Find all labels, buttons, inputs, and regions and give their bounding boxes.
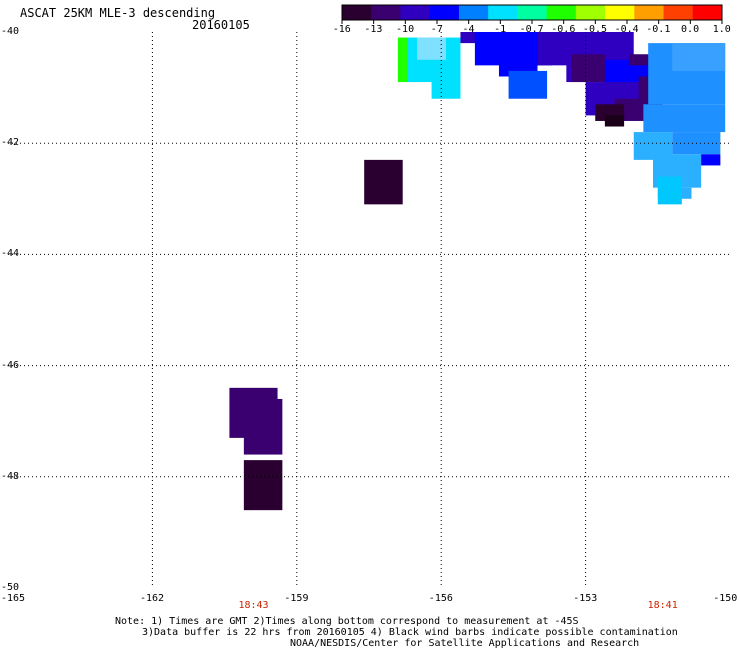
data-cell — [243, 460, 283, 511]
data-cell — [508, 70, 548, 99]
colorbar-segment — [342, 5, 372, 20]
data-cell — [672, 43, 726, 71]
colorbar-segment — [692, 5, 723, 20]
data-cell — [643, 104, 726, 133]
y-tick-label: -42 — [1, 137, 20, 149]
time-label: 18:43 — [238, 600, 269, 611]
colorbar-tick-label: -10 — [396, 24, 415, 35]
data-cell — [571, 54, 605, 83]
colorbar-tick-label: -0.6 — [551, 24, 576, 35]
y-tick-label: -50 — [1, 582, 20, 593]
x-tick-label: -156 — [428, 593, 453, 604]
data-cell — [417, 37, 447, 60]
colorbar-segment — [575, 5, 606, 20]
colorbar-tick-label: 1.0 — [712, 24, 731, 35]
colorbar-segment — [517, 5, 548, 20]
note-line-2: 3)Data buffer is 22 hrs from 20160105 4)… — [142, 627, 678, 638]
colorbar-segment — [546, 5, 577, 20]
chart-title: ASCAT 25KM MLE-3 descending — [20, 6, 216, 20]
colorbar-segment — [400, 5, 431, 20]
colorbar-segment — [634, 5, 665, 20]
colorbar-tick-label: 0.0 — [681, 24, 700, 35]
data-cell — [431, 76, 461, 99]
colorbar-segment — [663, 5, 694, 20]
colorbar-tick-label: -4 — [462, 24, 475, 35]
colorbar-tick-label: -13 — [364, 24, 383, 35]
data-cell — [364, 159, 403, 205]
colorbar-tick-label: -0.7 — [519, 24, 544, 35]
data-cell — [628, 54, 663, 66]
y-tick-label: -40 — [1, 26, 20, 37]
data-cell — [537, 32, 572, 66]
y-tick-label: -44 — [1, 248, 20, 260]
colorbar-tick-label: -16 — [332, 24, 351, 35]
chart-date: 20160105 — [192, 18, 250, 32]
data-cell — [701, 154, 721, 166]
x-tick-label: -162 — [140, 593, 165, 604]
colorbar-segment — [458, 5, 489, 20]
x-tick-label: -153 — [573, 593, 598, 604]
colorbar-segment — [488, 5, 518, 20]
data-cell — [243, 398, 283, 455]
colorbar-tick-label: -0.5 — [582, 24, 608, 35]
x-tick-label: -165 — [1, 593, 26, 604]
colorbar-segment — [429, 5, 460, 20]
y-tick-label: -46 — [1, 359, 20, 371]
x-tick-label: -150 — [713, 593, 738, 604]
colorbar-segment — [605, 5, 635, 20]
note-line-1: Note: 1) Times are GMT 2)Times along bot… — [115, 616, 579, 627]
colorbar-tick-label: -7 — [430, 24, 443, 35]
data-cell — [604, 115, 625, 127]
y-tick-label: -48 — [1, 470, 20, 482]
colorbar-tick-label: -1 — [494, 24, 507, 35]
colorbar-tick-label: -0.4 — [614, 24, 639, 35]
colorbar-segment — [371, 5, 401, 20]
x-tick-label: -159 — [284, 593, 309, 604]
time-label: 18:41 — [647, 600, 678, 611]
data-cell — [657, 176, 682, 205]
note-line-3: NOAA/NESDIS/Center for Satellite Applica… — [290, 638, 640, 649]
colorbar-tick-label: -0.1 — [646, 24, 671, 35]
